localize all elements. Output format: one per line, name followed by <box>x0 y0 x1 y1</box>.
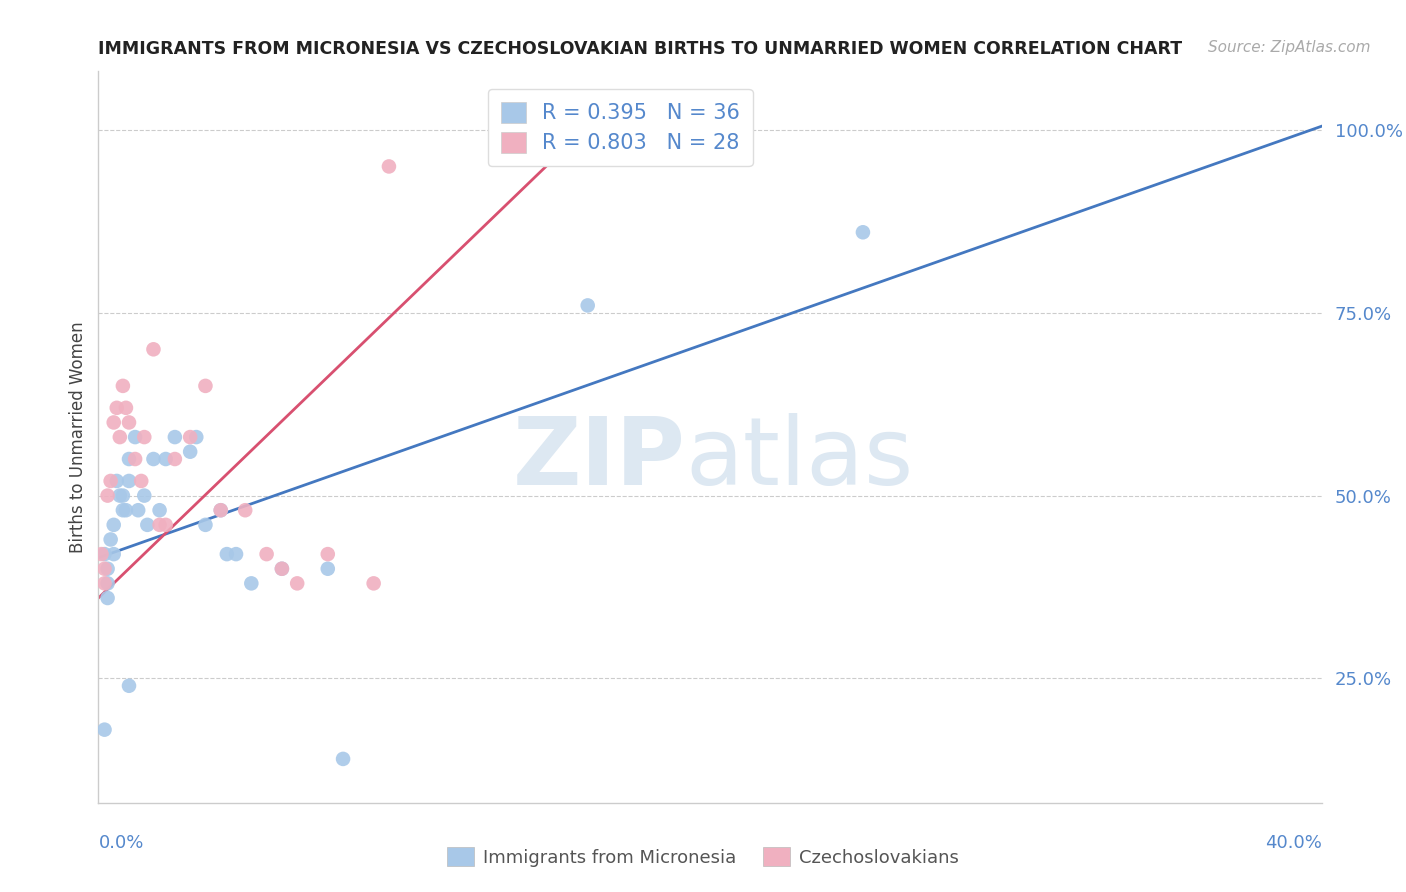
Point <box>100 533 122 547</box>
Point <box>93 576 115 591</box>
Point <box>163 452 186 467</box>
Point <box>97 489 120 503</box>
Point <box>194 379 217 393</box>
Point <box>378 160 401 174</box>
Point <box>186 430 208 444</box>
Point <box>103 547 125 561</box>
Point <box>363 576 385 591</box>
Point <box>136 517 159 532</box>
Point <box>97 591 120 605</box>
Point <box>115 503 138 517</box>
Point <box>155 517 177 532</box>
Text: 0.0%: 0.0% <box>98 834 143 852</box>
Point <box>270 562 292 576</box>
Point <box>108 489 131 503</box>
Point <box>129 474 152 488</box>
Point <box>111 379 134 393</box>
Point <box>149 517 172 532</box>
Legend: Immigrants from Micronesia, Czechoslovakians: Immigrants from Micronesia, Czechoslovak… <box>440 840 966 874</box>
Point <box>103 517 125 532</box>
Point <box>93 547 115 561</box>
Point <box>134 489 156 503</box>
Point <box>270 562 292 576</box>
Point <box>215 547 238 561</box>
Point <box>194 517 217 532</box>
Point <box>316 562 339 576</box>
Point <box>134 430 156 444</box>
Point <box>285 576 308 591</box>
Point <box>179 444 201 458</box>
Point <box>93 562 115 576</box>
Point <box>118 474 141 488</box>
Text: IMMIGRANTS FROM MICRONESIA VS CZECHOSLOVAKIAN BIRTHS TO UNMARRIED WOMEN CORRELAT: IMMIGRANTS FROM MICRONESIA VS CZECHOSLOV… <box>98 40 1182 58</box>
Point <box>209 503 232 517</box>
Point <box>97 576 120 591</box>
Point <box>111 503 134 517</box>
Point <box>103 416 125 430</box>
Y-axis label: Births to Unmarried Women: Births to Unmarried Women <box>69 321 87 553</box>
Text: Source: ZipAtlas.com: Source: ZipAtlas.com <box>1208 40 1371 55</box>
Point <box>93 723 115 737</box>
Point <box>124 452 146 467</box>
Text: 40.0%: 40.0% <box>1265 834 1322 852</box>
Point <box>179 430 201 444</box>
Point <box>142 343 165 357</box>
Point <box>115 401 138 415</box>
Point <box>163 430 186 444</box>
Point <box>332 752 354 766</box>
Point <box>149 503 172 517</box>
Point <box>316 547 339 561</box>
Point <box>256 547 278 561</box>
Point <box>118 452 141 467</box>
Point <box>118 416 141 430</box>
Point <box>97 562 120 576</box>
Point <box>225 547 247 561</box>
Point <box>155 452 177 467</box>
Point <box>852 225 875 239</box>
Text: atlas: atlas <box>686 413 914 505</box>
Point <box>233 503 256 517</box>
Point <box>127 503 149 517</box>
Point <box>100 474 122 488</box>
Point <box>142 452 165 467</box>
Point <box>240 576 263 591</box>
Text: ZIP: ZIP <box>513 413 686 505</box>
Point <box>105 401 128 415</box>
Point <box>124 430 146 444</box>
Point <box>118 679 141 693</box>
Point <box>108 430 131 444</box>
Point <box>105 474 128 488</box>
Point <box>576 298 599 312</box>
Point <box>209 503 232 517</box>
Legend: R = 0.395   N = 36, R = 0.803   N = 28: R = 0.395 N = 36, R = 0.803 N = 28 <box>488 89 752 166</box>
Point <box>90 547 112 561</box>
Point <box>111 489 134 503</box>
